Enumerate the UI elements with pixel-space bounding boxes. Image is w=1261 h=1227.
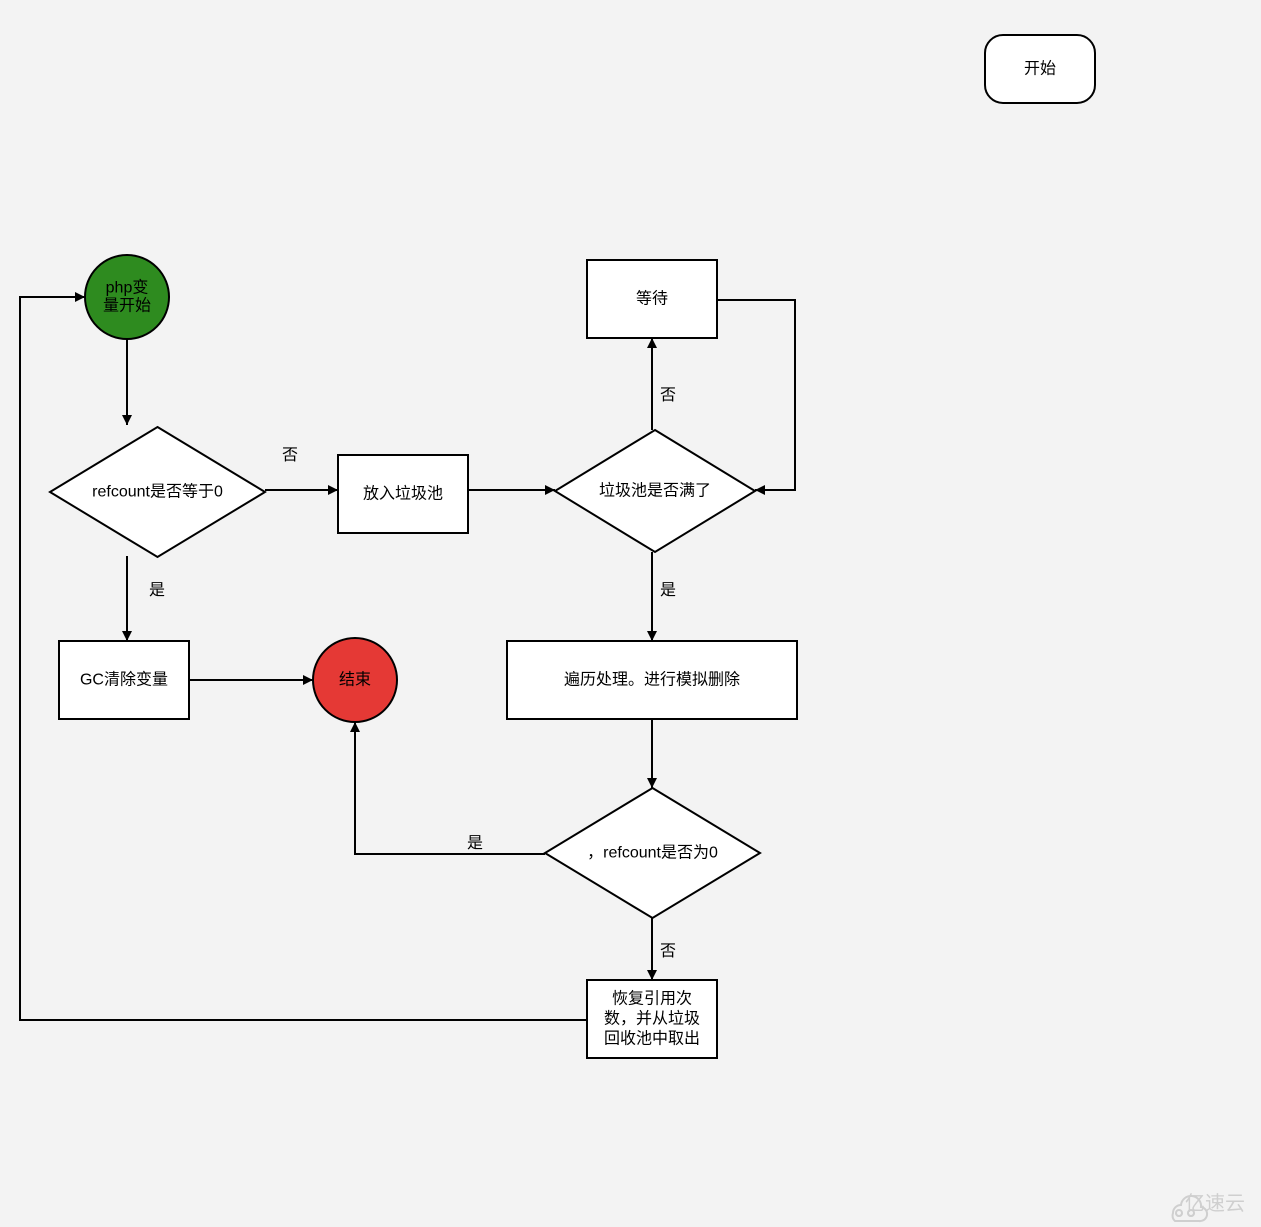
label-refcount0: refcount是否等于0 — [92, 483, 223, 501]
label-restore-1: 数，并从垃圾 — [604, 1010, 700, 1028]
node-put_pool: 放入垃圾池 — [338, 455, 468, 533]
label-restore-2: 回收池中取出 — [604, 1030, 700, 1048]
edge-label-e7: 是 — [660, 582, 676, 599]
node-restore: 恢复引用次数，并从垃圾回收池中取出 — [587, 980, 717, 1058]
edge-label-e3: 是 — [149, 582, 165, 599]
edge-e6 — [717, 300, 795, 490]
node-gc_clear: GC清除变量 — [59, 641, 189, 719]
label-restore-0: 恢复引用次 — [612, 990, 692, 1008]
edge-label-e10: 是 — [467, 835, 483, 852]
nodes-layer: 开始 php变量开始 refcount是否等于0 放入垃圾池 垃圾池是否满了等待 GC清除… — [50, 35, 1095, 1058]
label-start: 开始 — [1024, 60, 1056, 78]
edge-label-e11: 否 — [660, 943, 676, 960]
label-refcount_is0: ，refcount是否为0 — [587, 844, 718, 862]
watermark: 亿速云 — [1172, 1192, 1245, 1221]
label-traverse-0: 遍历处理。进行模拟删除 — [564, 671, 740, 689]
node-pool_full: 垃圾池是否满了 — [555, 430, 755, 552]
label-wait-0: 等待 — [636, 290, 668, 308]
edge-label-e2: 否 — [282, 447, 298, 464]
label-php_var-0: php变 — [106, 279, 149, 297]
node-traverse: 遍历处理。进行模拟删除 — [507, 641, 797, 719]
label-php_var-1: 量开始 — [103, 297, 151, 315]
label-put_pool-0: 放入垃圾池 — [363, 485, 443, 503]
node-start: 开始 — [985, 35, 1095, 103]
edge-label-e5: 否 — [660, 387, 676, 404]
node-end: 结束 — [313, 638, 397, 722]
node-refcount0: refcount是否等于0 — [50, 427, 265, 557]
label-gc_clear-0: GC清除变量 — [80, 671, 168, 689]
label-end-0: 结束 — [339, 671, 371, 689]
watermark-text: 亿速云 — [1185, 1192, 1245, 1215]
node-php_var: php变量开始 — [85, 255, 169, 339]
node-wait: 等待 — [587, 260, 717, 338]
node-refcount_is0: ，refcount是否为0 — [545, 788, 760, 918]
edge-e10 — [355, 722, 545, 854]
label-pool_full: 垃圾池是否满了 — [599, 482, 711, 500]
